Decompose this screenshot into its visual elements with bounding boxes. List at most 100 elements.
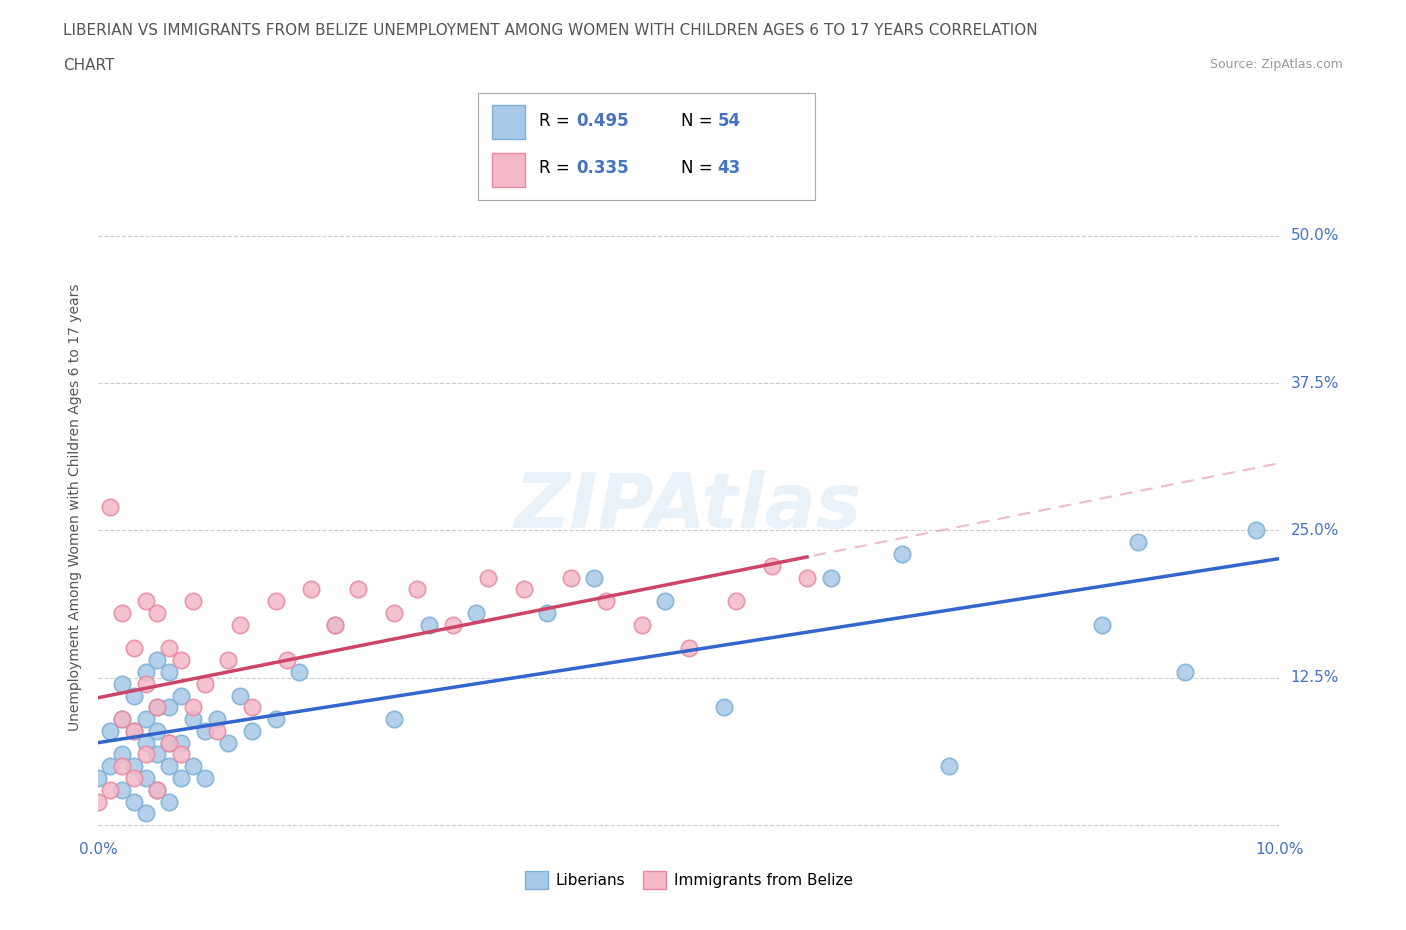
Point [678, 641, 700, 656]
Point [111, 759, 134, 774]
Point [135, 676, 157, 691]
Text: 50.0%: 50.0% [1291, 228, 1339, 243]
Point [146, 700, 169, 715]
Point [135, 711, 157, 726]
Point [135, 771, 157, 786]
Point [122, 794, 145, 809]
Point [135, 806, 157, 821]
Point [323, 618, 346, 632]
Point [170, 771, 193, 786]
Point [157, 759, 180, 774]
Point [820, 570, 842, 585]
Point [595, 593, 617, 608]
FancyBboxPatch shape [492, 105, 526, 139]
Point [465, 605, 488, 620]
Point [1126, 535, 1149, 550]
Text: R =: R = [538, 112, 575, 130]
Point [796, 570, 818, 585]
Point [98, 782, 121, 797]
Text: Source: ZipAtlas.com: Source: ZipAtlas.com [1209, 58, 1343, 71]
Point [382, 711, 405, 726]
Point [512, 582, 534, 597]
Point [122, 759, 145, 774]
Point [194, 724, 217, 738]
Point [217, 653, 239, 668]
Point [382, 605, 405, 620]
Text: 25.0%: 25.0% [1291, 523, 1339, 538]
Point [323, 618, 346, 632]
Point [938, 759, 960, 774]
Point [98, 759, 121, 774]
Point [98, 499, 121, 514]
Point [146, 700, 169, 715]
Point [299, 582, 322, 597]
Point [240, 724, 263, 738]
Point [135, 747, 157, 762]
Point [111, 782, 134, 797]
Text: N =: N = [681, 159, 717, 177]
Point [264, 593, 287, 608]
Point [347, 582, 370, 597]
Point [181, 759, 204, 774]
Point [194, 676, 217, 691]
Text: 54: 54 [717, 112, 741, 130]
Y-axis label: Unemployment Among Women with Children Ages 6 to 17 years: Unemployment Among Women with Children A… [69, 283, 83, 731]
Text: R =: R = [538, 159, 575, 177]
Point [181, 711, 204, 726]
Point [146, 747, 169, 762]
Point [122, 688, 145, 703]
Text: 43: 43 [717, 159, 741, 177]
Point [111, 711, 134, 726]
Point [890, 547, 912, 562]
Point [87, 771, 110, 786]
Point [157, 736, 180, 751]
Point [205, 724, 228, 738]
Point [135, 736, 157, 751]
Text: LIBERIAN VS IMMIGRANTS FROM BELIZE UNEMPLOYMENT AMONG WOMEN WITH CHILDREN AGES 6: LIBERIAN VS IMMIGRANTS FROM BELIZE UNEMP… [63, 23, 1038, 38]
Point [181, 700, 204, 715]
Point [157, 794, 180, 809]
Point [630, 618, 652, 632]
Text: 0.335: 0.335 [576, 159, 628, 177]
Point [135, 664, 157, 679]
Point [1091, 618, 1114, 632]
Legend: Liberians, Immigrants from Belize: Liberians, Immigrants from Belize [519, 865, 859, 896]
Point [240, 700, 263, 715]
Point [122, 724, 145, 738]
Point [157, 641, 180, 656]
Text: CHART: CHART [63, 58, 115, 73]
Point [406, 582, 429, 597]
Point [441, 618, 464, 632]
Point [583, 570, 606, 585]
Point [122, 771, 145, 786]
Point [713, 700, 735, 715]
Point [157, 700, 180, 715]
Point [477, 570, 499, 585]
Point [122, 724, 145, 738]
Point [170, 653, 193, 668]
Point [654, 593, 676, 608]
Point [170, 747, 193, 762]
FancyBboxPatch shape [492, 153, 526, 187]
Point [1244, 523, 1267, 538]
Point [111, 711, 134, 726]
Point [536, 605, 558, 620]
Point [111, 676, 134, 691]
Point [229, 618, 252, 632]
Text: N =: N = [681, 112, 717, 130]
Point [170, 688, 193, 703]
Point [264, 711, 287, 726]
Point [146, 782, 169, 797]
Point [217, 736, 239, 751]
Point [146, 605, 169, 620]
Text: 12.5%: 12.5% [1291, 671, 1339, 685]
Point [135, 593, 157, 608]
Point [122, 641, 145, 656]
Point [725, 593, 748, 608]
Point [229, 688, 252, 703]
Point [170, 736, 193, 751]
Point [146, 653, 169, 668]
Point [418, 618, 440, 632]
Point [194, 771, 217, 786]
Point [157, 664, 180, 679]
